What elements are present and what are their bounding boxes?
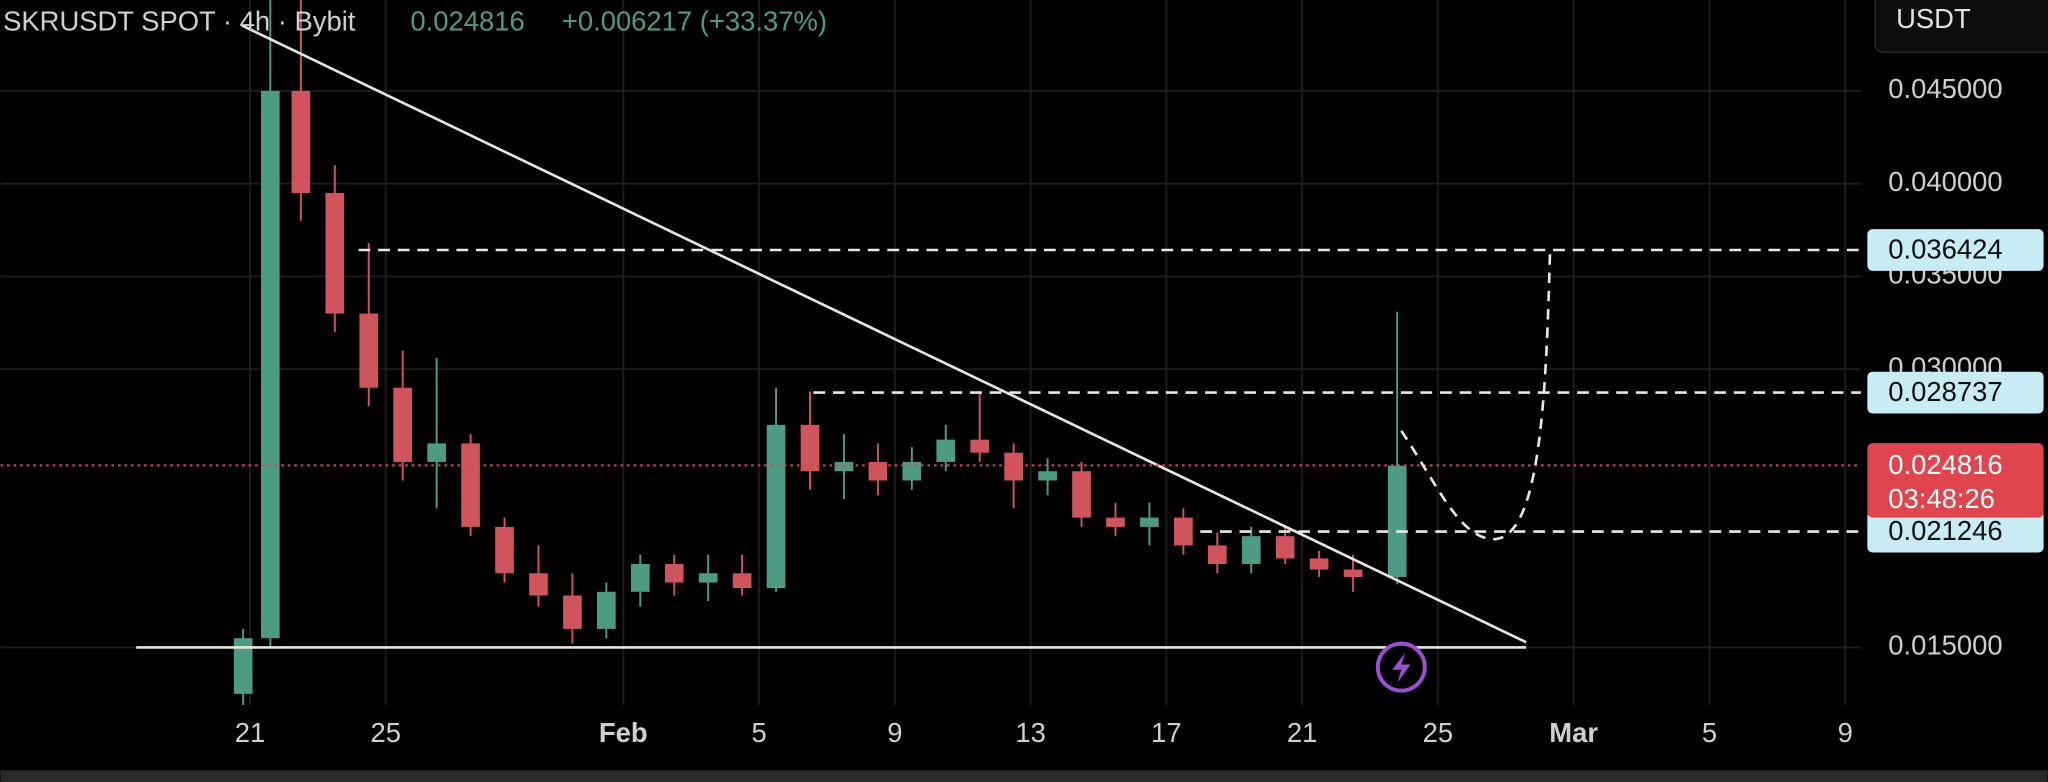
plot: [0, 0, 1861, 705]
candle-body: [664, 563, 684, 583]
candle-body: [427, 443, 446, 462]
candle-body: [495, 526, 514, 574]
currency-button[interactable]: USDT: [1874, 0, 2048, 53]
candle-body: [291, 90, 311, 193]
candle-body: [393, 387, 413, 462]
y-tick-label: 0.015000: [1888, 630, 2002, 661]
level-box: [1867, 510, 2044, 553]
x-tick-label: 21: [235, 717, 265, 748]
countdown-label: 03:48:26: [1888, 483, 1995, 514]
level-label: 0.028737: [1888, 376, 2002, 407]
candle-body: [1207, 545, 1227, 564]
candle-body: [1106, 517, 1125, 527]
level-label: 0.021246: [1888, 515, 2002, 546]
currency-label[interactable]: USDT: [1896, 3, 1971, 34]
currency-box[interactable]: [1874, 0, 2048, 53]
candle-body: [800, 424, 820, 472]
candle-body: [732, 573, 752, 589]
candle-body: [1387, 465, 1407, 577]
candle-body: [868, 461, 888, 481]
candle-body: [1004, 452, 1023, 481]
current-price-box: [1867, 443, 2044, 518]
x-tick-label: 25: [1423, 717, 1453, 748]
x-tick-label: 13: [1015, 717, 1045, 748]
candle-body: [461, 443, 480, 527]
candle-body: [698, 573, 718, 583]
y-tick-label: 0.045000: [1888, 73, 2002, 104]
x-tick-label: 5: [1702, 717, 1717, 748]
level-box: [1867, 371, 2044, 414]
candle-body: [766, 424, 786, 589]
candle-body: [359, 313, 379, 388]
x-tick-label: 21: [1287, 717, 1317, 748]
candle-body: [902, 461, 922, 481]
candle-body: [1072, 471, 1091, 518]
candle-body: [325, 192, 345, 314]
candle-body: [936, 439, 956, 462]
chart-title: SKRUSDT SPOT · 4h · Bybit: [3, 6, 356, 37]
x-tick-label: 25: [370, 717, 400, 748]
candle-body: [834, 461, 854, 472]
icon-bolt[interactable]: [1392, 652, 1411, 683]
candle-body: [1275, 536, 1295, 559]
grid: [0, 0, 1861, 705]
candle-body: [1038, 471, 1057, 481]
candle-body: [1309, 558, 1329, 570]
candle-body: [233, 638, 253, 694]
x-tick-label: 17: [1151, 717, 1181, 748]
x-tick-label: 9: [1838, 717, 1853, 748]
level-label: 0.036424: [1888, 234, 2002, 265]
y-tick-label: 0.040000: [1888, 166, 2002, 197]
x-tick-label: 9: [887, 717, 902, 748]
lightning-icon[interactable]: [1375, 641, 1427, 693]
header-change: +0.006217 (+33.37%): [562, 6, 827, 37]
candle-body: [1174, 517, 1193, 546]
candle-body: [1140, 517, 1159, 527]
candle-body: [1343, 569, 1363, 577]
header-price: 0.024816: [410, 6, 524, 37]
bottom-bar: [0, 770, 2048, 782]
price-axis: 21 25 Feb 5 9 13 17 21 25 Mar 5 9 0.045000 0.040000 0.…: [235, 73, 2044, 748]
candle-body: [1241, 536, 1261, 564]
candle-body: [597, 591, 616, 629]
candle-body: [630, 563, 650, 592]
current-price-label: 0.024816: [1888, 449, 2002, 480]
trendline: [241, 24, 1527, 644]
x-tick-label: 5: [751, 717, 766, 748]
candle-body: [529, 573, 548, 596]
candle-body: [970, 439, 990, 453]
candle-body: [260, 90, 280, 639]
x-tick-label: Feb: [599, 717, 648, 748]
candle-body: [563, 595, 582, 629]
level-box: [1867, 229, 2044, 271]
x-tick-label: Mar: [1549, 717, 1598, 748]
